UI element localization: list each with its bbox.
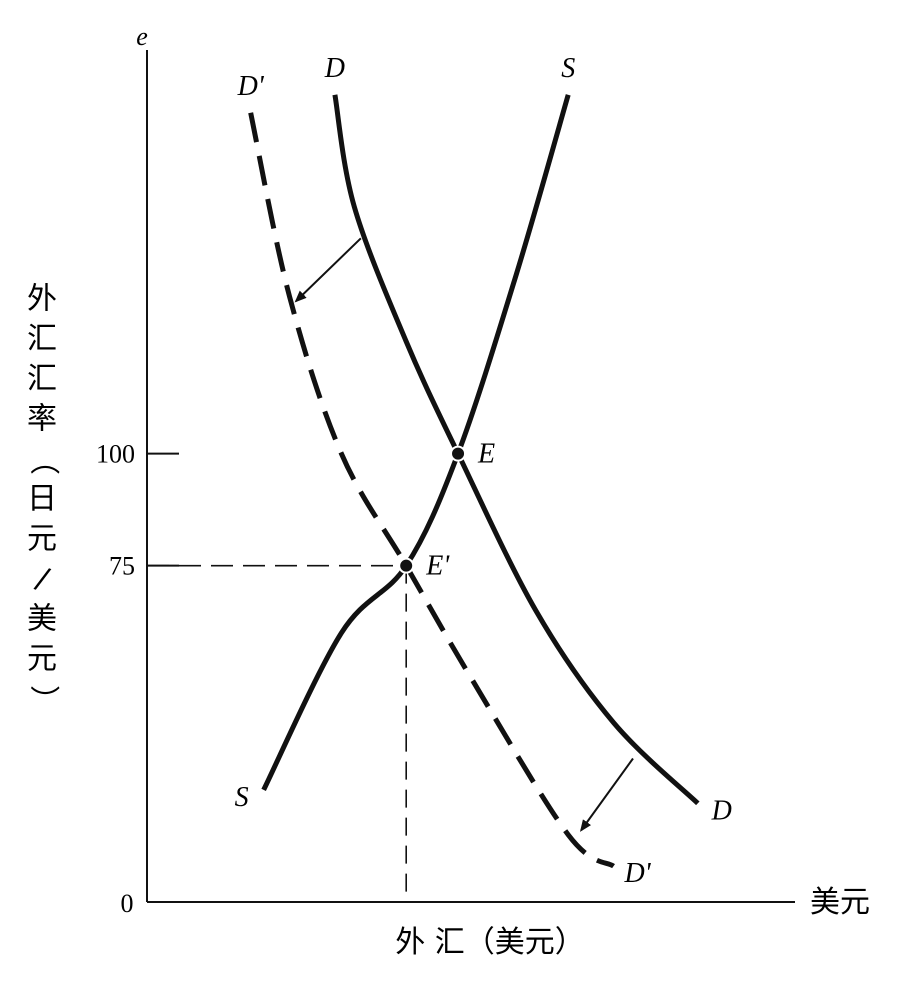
point-e-marker bbox=[450, 445, 467, 462]
points-layer: E E' bbox=[398, 439, 495, 582]
y-axis-label-char: （ bbox=[26, 445, 61, 475]
series-d-prime-start-label: D' bbox=[237, 71, 265, 102]
y-axis-label-char: 汇 bbox=[27, 362, 57, 397]
series-s-start-label: S bbox=[235, 782, 249, 813]
y-axis-label-char: 元 bbox=[27, 522, 57, 557]
y-axis-label-char: 元 bbox=[27, 642, 57, 677]
series-d-curve bbox=[332, 94, 700, 806]
y-tick-label: 100 bbox=[96, 440, 135, 469]
y-axis-label-char: ） bbox=[26, 685, 61, 715]
x-axis-label: 外 汇（美元） bbox=[395, 925, 585, 960]
series-d-start-label: D bbox=[324, 53, 345, 84]
series-s-curve bbox=[261, 94, 571, 792]
shift-arrow bbox=[294, 237, 362, 303]
shift-arrow bbox=[579, 757, 634, 832]
point-e-prime-label: E' bbox=[425, 551, 450, 582]
series-d-end-label: D bbox=[711, 795, 732, 826]
point-e-prime-marker bbox=[398, 557, 415, 574]
point-e-label: E bbox=[477, 439, 495, 470]
y-axis-label-char: 率 bbox=[27, 402, 57, 437]
arrows-layer bbox=[294, 237, 634, 832]
series-d-prime-end-label: D' bbox=[623, 858, 651, 889]
x-axis-end-label: 美元 bbox=[810, 885, 870, 920]
series-d-prime-curve bbox=[248, 112, 615, 869]
y-axis-label-char: 美 bbox=[27, 602, 57, 637]
ticks-layer: 100 75 bbox=[96, 440, 179, 581]
y-tick-label: 75 bbox=[109, 552, 135, 581]
y-axis-symbol: e bbox=[136, 22, 148, 51]
y-axis-label-char: 外 bbox=[27, 282, 57, 317]
y-axis-label-char: 日 bbox=[27, 482, 57, 517]
guides-layer bbox=[147, 564, 408, 902]
y-axis-label-char: 汇 bbox=[27, 322, 57, 357]
series-layer: S S D D D' D' bbox=[235, 53, 732, 889]
series-s-end-label: S bbox=[561, 53, 575, 84]
y-axis-label-char: / bbox=[32, 561, 54, 598]
origin-label: 0 bbox=[121, 889, 134, 918]
